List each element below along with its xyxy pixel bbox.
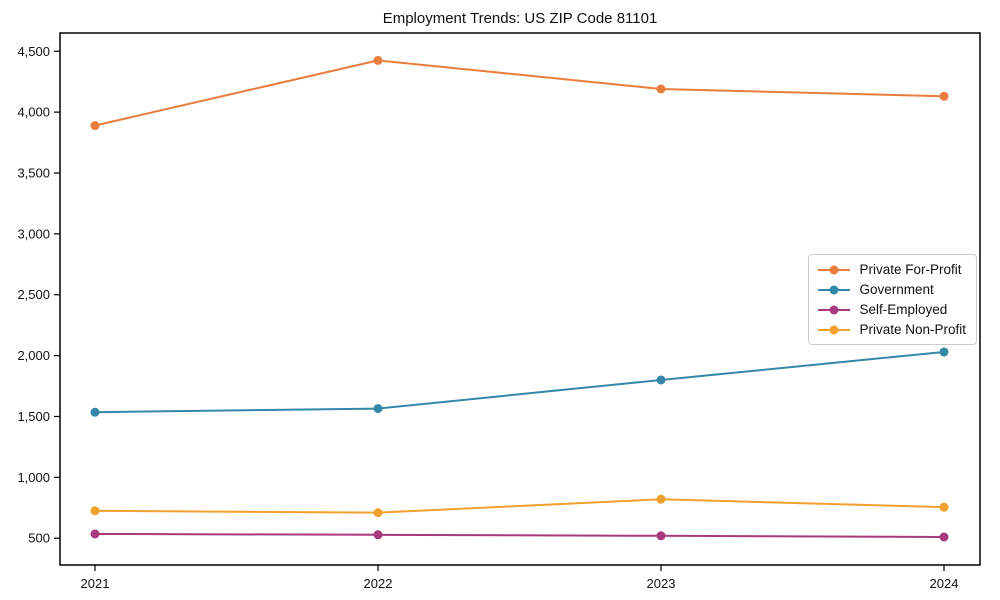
legend-item: Self-Employed [817,302,966,317]
data-point-marker [939,532,949,542]
chart-legend: Private For-Profit Government Self-Employe… [808,254,977,345]
series-line [94,532,945,538]
legend-label: Government [859,282,934,297]
y-tick-label: 500 [28,531,50,546]
x-tick-label: 2023 [647,576,676,591]
data-point-marker [90,529,100,539]
data-point-marker [90,121,100,131]
data-point-marker [656,494,666,504]
data-point-marker [656,375,666,385]
series-line [94,498,945,514]
legend-line-marker-icon [818,305,851,314]
legend-label: Private For-Profit [859,262,962,277]
series-line [94,59,945,127]
data-point-marker [939,502,949,512]
legend-line-marker-icon [818,265,851,274]
y-tick-label: 1,000 [17,470,50,485]
legend-label: Self-Employed [859,302,948,317]
y-tick-label: 4,500 [17,44,50,59]
data-point-marker [656,84,666,94]
y-tick-label: 3,000 [17,226,50,241]
legend-item: Government [817,282,966,297]
data-point-marker [373,404,383,414]
data-point-marker [90,506,100,516]
legend-line-marker-icon [818,285,851,294]
y-tick-label: 2,500 [17,287,50,302]
x-tick-label: 2022 [364,576,393,591]
y-tick-label: 1,500 [17,409,50,424]
x-tick-label: 2024 [930,576,959,591]
legend-item: Private For-Profit [817,262,966,277]
data-point-marker [90,407,100,417]
data-point-marker [373,55,383,65]
y-tick-label: 2,000 [17,348,50,363]
data-point-marker [939,91,949,101]
data-point-marker [373,508,383,518]
series-line [94,350,945,414]
legend-label: Private Non-Profit [859,322,966,337]
y-tick-label: 3,500 [17,166,50,181]
legend-item: Private Non-Profit [817,322,966,337]
data-point-marker [373,530,383,540]
legend-line-marker-icon [818,325,851,334]
y-tick-label: 4,000 [17,105,50,120]
chart-title: Employment Trends: US ZIP Code 81101 [382,10,658,27]
x-tick-label: 2021 [81,576,110,591]
plot-frame [59,32,981,566]
data-point-marker [656,531,666,541]
data-point-marker [939,347,949,357]
